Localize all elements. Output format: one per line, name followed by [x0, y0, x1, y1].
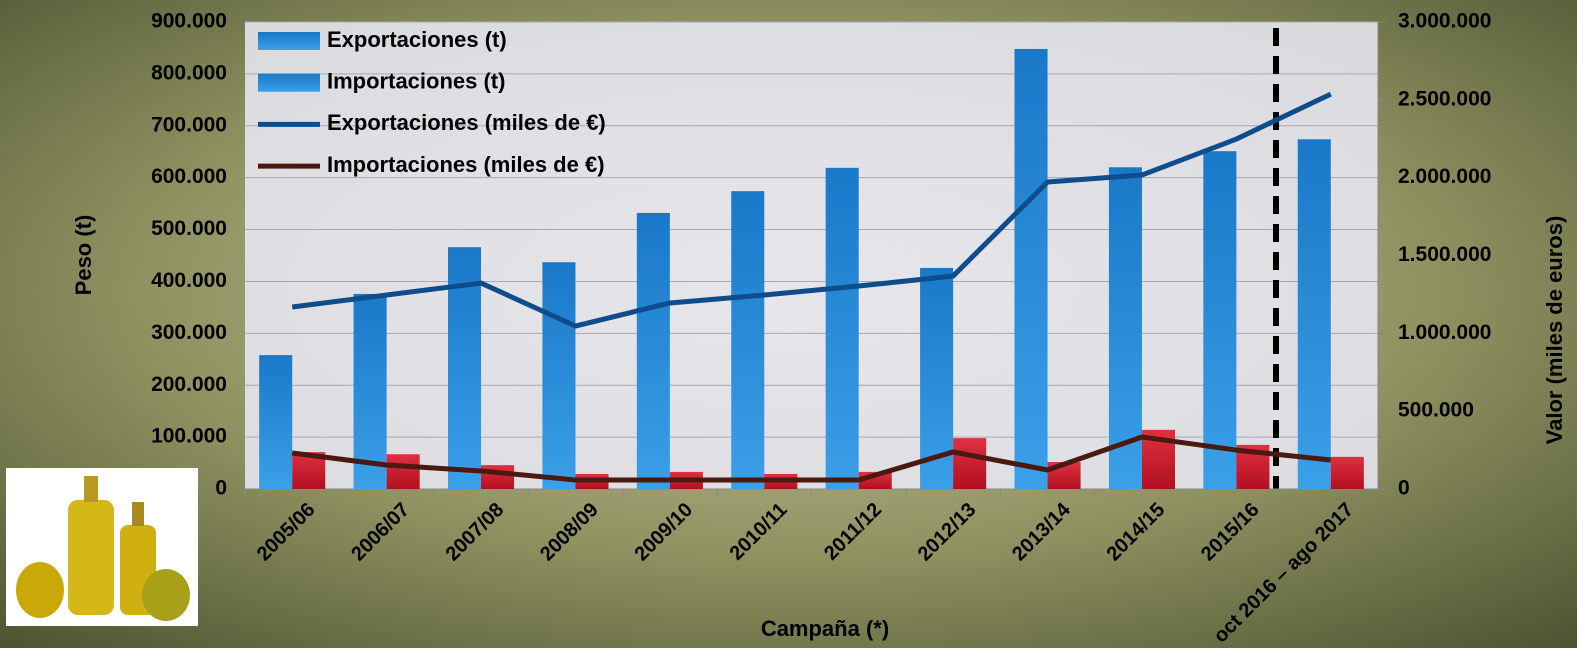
plot-area — [245, 22, 1378, 489]
bar — [1108, 167, 1142, 490]
y-tick-label: 500.000 — [151, 217, 227, 240]
bar — [953, 438, 987, 489]
legend-label: Importaciones (miles de €) — [327, 152, 605, 177]
line — [291, 91, 1332, 329]
bar — [1203, 151, 1237, 489]
y-tick-label: 700.000 — [151, 113, 227, 136]
legend-label: Exportaciones (miles de €) — [327, 110, 606, 135]
y-tick-label: 600.000 — [151, 165, 227, 188]
y-tick-label: 300.000 — [151, 321, 227, 344]
y2-tick-label: 3.000.000 — [1398, 10, 1491, 33]
bar — [825, 167, 859, 489]
y2-tick-label: 2.500.000 — [1398, 87, 1491, 110]
y2-tick-label: 500.000 — [1398, 399, 1474, 422]
y-tick-label: 100.000 — [151, 425, 227, 448]
bottles-image — [6, 468, 198, 626]
y-tick-label: 200.000 — [151, 373, 227, 396]
line — [291, 434, 1332, 483]
bar — [1014, 48, 1048, 489]
y2-axis-label: Valor (miles de euros) — [1542, 216, 1567, 445]
bar — [542, 262, 576, 489]
y-axis-label: Peso (t) — [71, 215, 96, 296]
y2-tick-label: 1.000.000 — [1398, 321, 1491, 344]
y2-tick-label: 0 — [1398, 477, 1410, 500]
bar — [259, 355, 293, 489]
bar — [481, 465, 515, 489]
legend-swatch — [258, 73, 320, 92]
y2-tick-label: 1.500.000 — [1398, 243, 1491, 266]
bar — [1297, 139, 1331, 489]
y-tick-label: 800.000 — [151, 61, 227, 84]
bar — [731, 191, 765, 489]
bar — [386, 454, 420, 489]
x-axis-label: Campaña (*) — [761, 616, 889, 641]
bar — [353, 293, 387, 489]
legend-label: Exportaciones (t) — [327, 27, 507, 52]
y-tick-label: 0 — [215, 477, 227, 500]
legend-swatch — [258, 32, 320, 50]
bar — [1330, 456, 1364, 489]
bar — [636, 212, 670, 489]
y2-tick-label: 2.000.000 — [1398, 165, 1491, 188]
y-tick-label: 900.000 — [151, 10, 227, 33]
legend-label: Importaciones (t) — [327, 69, 505, 94]
y-tick-label: 400.000 — [151, 269, 227, 292]
